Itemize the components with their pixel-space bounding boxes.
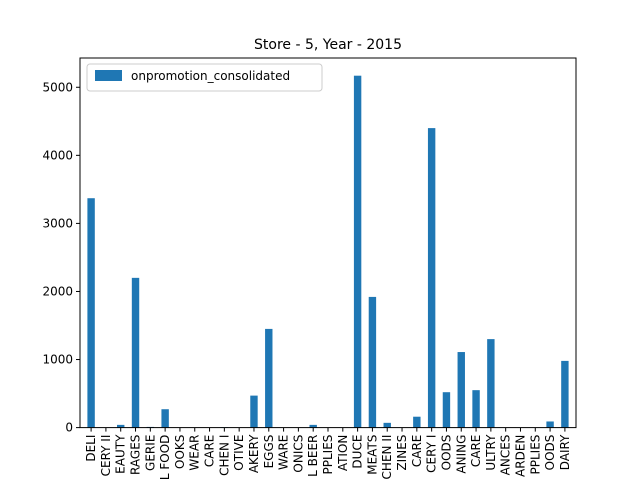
bar (383, 422, 391, 428)
x-tick-label: WARE (277, 435, 291, 470)
x-tick-label: CHEN II (380, 435, 394, 480)
y-tick-label: 0 (65, 421, 73, 435)
bar (87, 198, 95, 428)
bar (472, 390, 480, 428)
bar (368, 296, 377, 428)
x-tick-label: GERIE (143, 435, 157, 471)
bar (561, 360, 569, 428)
bars (87, 75, 569, 428)
y-tick-label: 1000 (42, 353, 73, 367)
x-tick-label: PPLIES (528, 435, 542, 475)
x-tick-label: L BEER (306, 435, 320, 477)
x-tick-label: ANCES (499, 435, 513, 476)
x-tick-label: CERY II (99, 435, 113, 477)
bar (309, 424, 317, 428)
y-tick-label: 4000 (42, 148, 73, 162)
y-tick-label: 2000 (42, 284, 73, 298)
legend-swatch (95, 70, 122, 81)
x-tick-label: ATION (336, 435, 350, 472)
bar (442, 392, 451, 428)
bar (413, 416, 421, 428)
bar (546, 421, 554, 428)
x-tick-label: OODS (439, 435, 453, 471)
bar (117, 424, 125, 428)
y-tick-label: 5000 (42, 80, 73, 94)
bar (487, 339, 495, 428)
legend-box (86, 63, 323, 92)
y-tick-label: 3000 (42, 216, 73, 230)
plot-frame (79, 57, 577, 429)
legend: onpromotion_consolidated (86, 63, 323, 92)
x-axis: DELI CERY II EAUTY RAGES GERIE L FOOD OOKS WEAR… (84, 427, 572, 480)
x-tick-label: OOKS (173, 435, 187, 469)
x-tick-label: AKERY (247, 434, 261, 473)
x-tick-label: DAIRY (558, 434, 572, 470)
x-tick-label: OODS (543, 435, 557, 471)
x-tick-label: CARE (203, 435, 217, 468)
x-tick-label: WEAR (188, 435, 202, 471)
x-tick-label: ZINES (395, 435, 409, 471)
x-tick-label: CARE (469, 435, 483, 468)
bar (427, 128, 436, 428)
y-axis: 0 1000 2000 3000 4000 5000 (42, 80, 80, 435)
bar (353, 75, 362, 428)
x-tick-label: MEATS (365, 435, 379, 475)
x-tick-label: ARDEN (513, 435, 527, 477)
x-tick-label: ONICS (291, 435, 305, 473)
x-tick-label: RAGES (129, 435, 143, 475)
legend-label: onpromotion_consolidated (131, 69, 290, 83)
x-tick-label: CARE (410, 435, 424, 468)
x-tick-label: CHEN I (217, 435, 231, 476)
x-tick-label: EGGS (262, 435, 276, 469)
bar (265, 328, 273, 428)
x-tick-label: CERY I (425, 435, 439, 473)
x-tick-label: EAUTY (114, 434, 128, 474)
bar (457, 352, 465, 428)
x-tick-label: OTIVE (232, 435, 246, 471)
x-tick-label: PPLIES (321, 435, 335, 475)
bar (161, 409, 169, 428)
x-tick-label: ANING (454, 435, 468, 474)
x-tick-label: ULTRY (484, 434, 498, 471)
bar (250, 395, 258, 428)
bar (131, 277, 140, 428)
x-tick-label: DELI (84, 435, 98, 462)
x-tick-label: L FOOD (158, 435, 172, 480)
x-tick-label: DUCE (351, 435, 365, 469)
chart-title: Store - 5, Year - 2015 (254, 37, 402, 53)
